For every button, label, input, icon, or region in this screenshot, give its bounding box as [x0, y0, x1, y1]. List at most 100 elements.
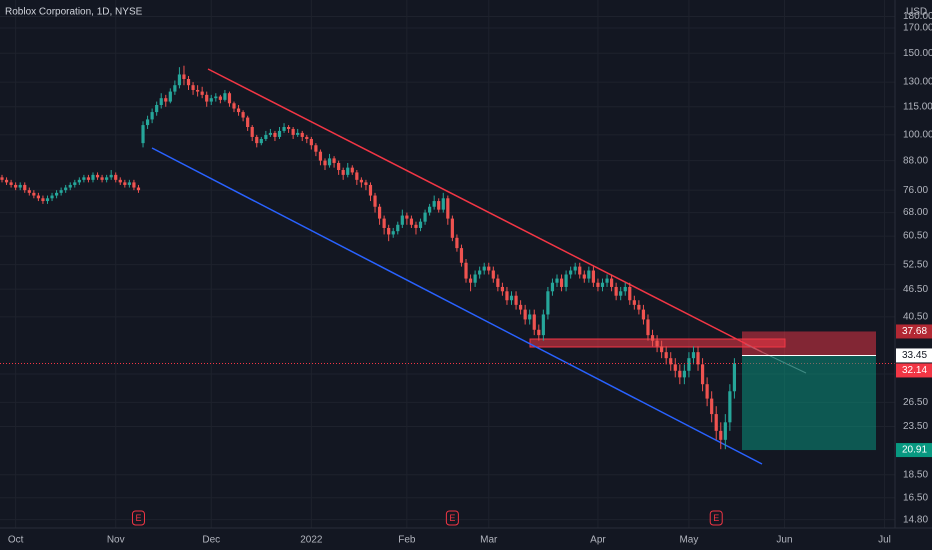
y-tick-label: 23.50 [903, 421, 928, 432]
y-tick-label: 46.50 [903, 284, 928, 295]
candle-body [723, 422, 727, 440]
candle-body [123, 182, 127, 185]
candle-body [446, 198, 450, 219]
candle-body [377, 206, 382, 219]
x-tick-label: Jun [776, 535, 792, 546]
candle-body [150, 112, 154, 120]
y-tick-label: 68.00 [903, 207, 928, 218]
candle-body [728, 391, 732, 423]
candle-body [532, 314, 536, 330]
candle-body [350, 167, 354, 173]
candle-body [641, 309, 646, 320]
candle-body [54, 192, 59, 196]
candle-body [482, 266, 486, 271]
target-zone [742, 355, 876, 451]
candle-body [41, 198, 45, 202]
last-price-label: 32.14 [902, 365, 927, 376]
stop-zone [742, 331, 876, 356]
candle-body [23, 184, 27, 191]
candle-body [418, 221, 423, 228]
candle-body [36, 195, 40, 199]
candle-body [291, 128, 295, 135]
candle-body [332, 158, 336, 163]
candle-body [478, 270, 482, 275]
candle-body [605, 278, 609, 283]
candle-body [177, 74, 182, 86]
candle-body [164, 98, 168, 102]
candle-body [623, 286, 627, 292]
candle-body [95, 174, 100, 178]
candle-body [77, 179, 81, 183]
candle-body [646, 319, 650, 336]
trend-line-lower [151, 147, 763, 465]
candle-body [669, 358, 673, 365]
stop-label-box [896, 324, 932, 339]
y-tick-label: 18.50 [903, 469, 928, 480]
candle-body [82, 177, 86, 180]
candle-body [555, 278, 559, 283]
candle-body [523, 309, 527, 320]
grid [0, 0, 895, 528]
stop-label: 37.68 [902, 326, 927, 337]
candle-body [423, 212, 427, 222]
candle-body [196, 89, 200, 92]
candle-body [200, 91, 204, 95]
candle-body [268, 132, 273, 135]
candle-body [314, 145, 318, 152]
candle-body [168, 91, 172, 102]
candle-body [487, 266, 491, 271]
x-tick-label: 2022 [300, 535, 323, 546]
candle-body [632, 300, 636, 305]
candle-body [9, 182, 13, 185]
candle-body [468, 278, 473, 283]
candle-body [414, 224, 418, 228]
entry-label-box [896, 348, 932, 363]
candle-body [0, 177, 4, 180]
candle-body [68, 184, 72, 188]
candle-body [550, 282, 555, 292]
candle-body [273, 132, 277, 137]
x-tick-label: Apr [590, 535, 606, 546]
target-label: 20.91 [902, 445, 927, 456]
candle-body [86, 177, 91, 180]
candle-body [578, 266, 582, 275]
candle-body [32, 192, 36, 196]
candle-body [596, 282, 600, 287]
candle-body [409, 218, 414, 225]
candle-body [250, 127, 254, 137]
candle-body [27, 190, 31, 193]
candle-body [628, 286, 632, 301]
candle-body [118, 179, 122, 183]
candle-body [368, 184, 373, 196]
candle-body [500, 286, 505, 292]
candle-body [18, 184, 22, 188]
position-tool [0, 331, 895, 451]
candle-body [59, 190, 63, 193]
candle-body [514, 295, 518, 305]
candle-body [519, 304, 523, 310]
candle-body [296, 132, 300, 135]
earnings-marker [445, 510, 459, 526]
candle-body [105, 177, 109, 180]
candle-body [359, 179, 363, 183]
x-tick-label: May [679, 535, 698, 546]
candle-body [464, 262, 468, 279]
candle-body [496, 278, 500, 287]
candle-body [732, 363, 737, 392]
candle-body [346, 167, 350, 175]
candle-body [673, 364, 677, 371]
candle-body [428, 206, 432, 213]
earnings-marker [131, 510, 145, 526]
earnings-marker [709, 510, 723, 526]
candle-body [687, 358, 691, 371]
candle-body [387, 227, 391, 235]
candle-body [155, 105, 159, 113]
candle-body [437, 201, 441, 210]
candle-body [159, 98, 163, 106]
candle-body [637, 304, 641, 310]
earnings-label: E [713, 513, 719, 523]
candle-body [286, 127, 291, 129]
candle-body [400, 215, 404, 225]
candle-body [109, 174, 113, 178]
earnings-label: E [449, 513, 455, 523]
